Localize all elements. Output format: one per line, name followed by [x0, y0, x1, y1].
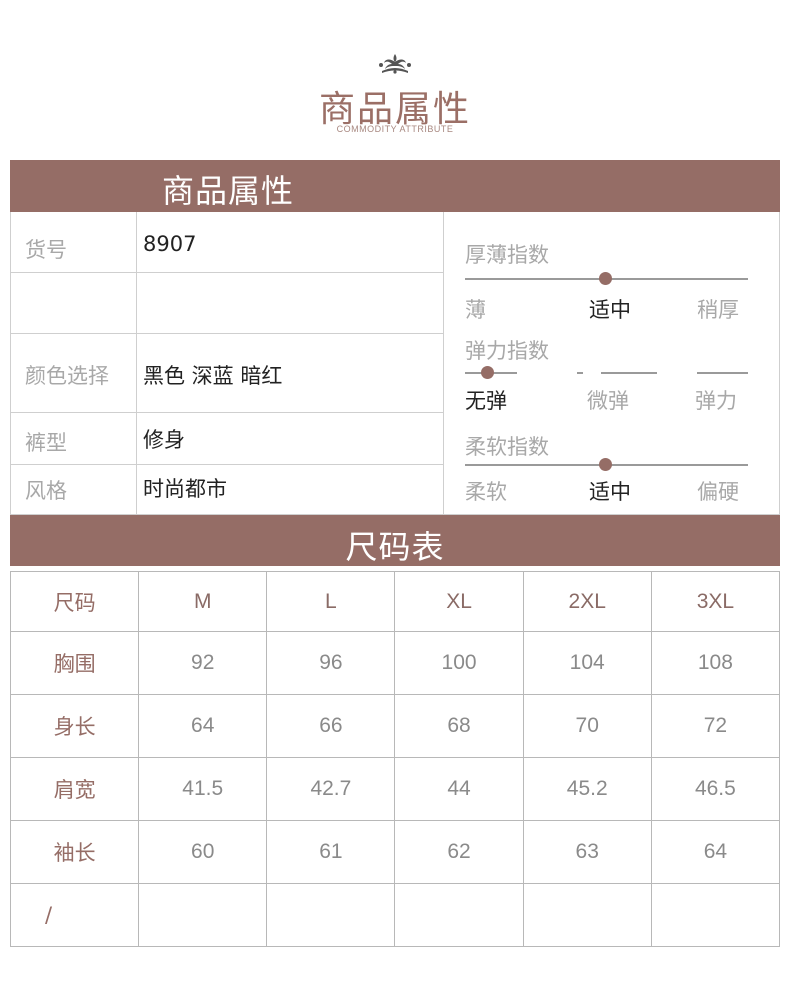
table-cell: 45.2	[522, 757, 652, 821]
row-label: 袖长	[9, 820, 140, 884]
elasticity-label-elastic: 弹力	[695, 389, 737, 413]
attr-value: 修身	[143, 428, 185, 452]
thickness-label-thin: 薄	[465, 298, 486, 322]
track-gap	[583, 371, 601, 375]
attr-row-item-number: 货号 8907	[11, 212, 444, 273]
softness-label-soft: 柔软	[465, 480, 507, 504]
attr-value: 黑色 深蓝 暗红	[143, 364, 283, 388]
thickness-index-marker	[599, 272, 612, 285]
table-cell: 62	[394, 820, 524, 884]
attr-row-empty	[11, 273, 444, 334]
table-row: 袖长 60 61 62 63 64	[9, 820, 781, 884]
softness-index-title: 柔软指数	[465, 435, 549, 459]
table-cell: 66	[266, 694, 396, 758]
table-cell: 108	[650, 631, 781, 695]
table-row: 胸围 92 96 100 104 108	[9, 631, 781, 695]
table-cell: 64	[138, 694, 268, 758]
table-row: /	[9, 883, 781, 947]
attr-key: 颜色选择	[25, 364, 109, 388]
softness-label-hard: 偏硬	[697, 480, 739, 504]
table-cell: 92	[138, 631, 268, 695]
attributes-section-bar: 商品属性	[10, 160, 780, 212]
attr-key: 货号	[25, 238, 67, 262]
row-label: /	[9, 883, 140, 947]
elasticity-index-track	[465, 372, 748, 374]
size-header-row: 尺码 M L XL 2XL 3XL	[9, 571, 781, 632]
elasticity-index-title: 弹力指数	[465, 339, 549, 363]
logo-subtitle: COMMODITY ATTRIBUTE	[336, 124, 454, 134]
size-chart-section-bar: 尺码表	[10, 515, 780, 566]
row-label: 肩宽	[9, 757, 140, 821]
table-cell: 60	[138, 820, 268, 884]
size-header-cell: 尺码	[9, 571, 140, 632]
size-header-cell: L	[266, 571, 396, 632]
table-cell: 72	[650, 694, 781, 758]
table-cell: 61	[266, 820, 396, 884]
attr-value: 时尚都市	[143, 477, 227, 501]
size-header-cell: M	[138, 571, 268, 632]
row-label: 身长	[9, 694, 140, 758]
size-chart-table: 尺码 M L XL 2XL 3XL 胸围 92 96 100 104 108 身…	[9, 571, 781, 947]
table-cell: 100	[394, 631, 524, 695]
size-header-cell: XL	[394, 571, 524, 632]
table-cell	[650, 883, 781, 947]
attributes-panel: 货号 8907 颜色选择 黑色 深蓝 暗红 裤型 修身 风格 时尚都市 厚薄指数…	[10, 212, 780, 515]
table-cell: 63	[522, 820, 652, 884]
attributes-bar-title: 商品属性	[162, 172, 295, 210]
table-cell: 68	[394, 694, 524, 758]
size-header-cell: 2XL	[522, 571, 652, 632]
thickness-label-thick: 稍厚	[697, 298, 739, 322]
attr-value: 8907	[143, 232, 197, 256]
logo-title: 商品属性	[318, 89, 471, 130]
size-chart-bar-title: 尺码表	[345, 528, 445, 566]
table-cell: 46.5	[650, 757, 781, 821]
size-header-cell: 3XL	[650, 571, 781, 632]
crown-ornament-icon	[379, 54, 411, 74]
table-row: 身长 64 66 68 70 72	[9, 694, 781, 758]
track-gap	[517, 371, 577, 375]
table-cell	[138, 883, 268, 947]
table-cell: 70	[522, 694, 652, 758]
table-cell	[522, 883, 652, 947]
softness-index-marker	[599, 458, 612, 471]
row-label: 胸围	[9, 631, 140, 695]
track-gap	[657, 371, 697, 375]
thickness-label-medium: 适中	[589, 298, 631, 322]
thickness-index-title: 厚薄指数	[465, 243, 549, 267]
table-cell	[394, 883, 524, 947]
softness-label-medium: 适中	[589, 480, 631, 504]
attr-row-color: 颜色选择 黑色 深蓝 暗红	[11, 334, 444, 413]
attr-key: 裤型	[25, 431, 67, 455]
table-cell: 64	[650, 820, 781, 884]
table-cell	[266, 883, 396, 947]
elasticity-index-marker	[481, 366, 494, 379]
attr-row-fit: 裤型 修身	[11, 413, 444, 465]
column-divider	[136, 212, 137, 514]
table-cell: 44	[394, 757, 524, 821]
table-cell: 96	[266, 631, 396, 695]
elasticity-label-none: 无弹	[465, 389, 507, 413]
table-cell: 104	[522, 631, 652, 695]
column-divider	[443, 212, 444, 514]
table-row: 肩宽 41.5 42.7 44 45.2 46.5	[9, 757, 781, 821]
table-cell: 42.7	[266, 757, 396, 821]
elasticity-label-slight: 微弹	[587, 389, 629, 413]
attr-key: 风格	[25, 479, 67, 503]
attr-row-style: 风格 时尚都市	[11, 465, 444, 514]
table-cell: 41.5	[138, 757, 268, 821]
